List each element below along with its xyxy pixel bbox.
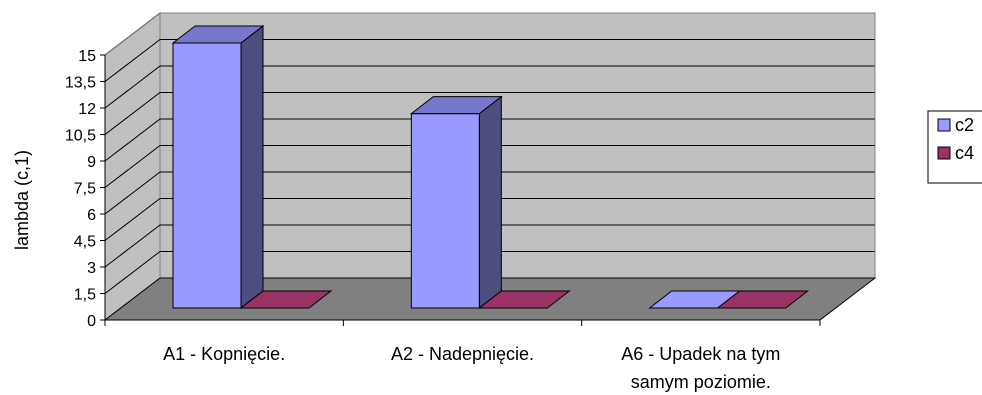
legend-swatch-c4 [937, 146, 951, 160]
bars [171, 24, 810, 310]
y-tick-label: 15 [78, 48, 96, 65]
gridline [104, 39, 875, 82]
y-tick-label: 7,5 [74, 181, 96, 198]
y-tick-label: 3 [87, 260, 96, 277]
gridline [104, 251, 875, 294]
bar-c4-3 [716, 290, 810, 309]
y-tick-label: 13,5 [65, 75, 96, 92]
bar-c4-1 [239, 290, 333, 309]
y-tick-label: 0 [87, 313, 96, 330]
gridlines [104, 12, 876, 294]
bar-c2-1 [171, 24, 265, 310]
gridline [104, 92, 875, 135]
gridline [104, 171, 875, 215]
gridline [104, 118, 875, 162]
y-tick-label: 9 [87, 154, 96, 171]
y-tick-label: 10,5 [65, 128, 96, 145]
y-tick-label: 1,5 [74, 287, 96, 304]
y-tick-labels: 0 1,5 3 4,5 6 7,5 9 10,5 12 13,5 15 [65, 48, 105, 330]
y-tick-label: 4,5 [74, 234, 96, 251]
gridline [104, 198, 875, 241]
x-category-label: A1 - Kopnięcie. [163, 344, 285, 364]
y-tick-label: 12 [78, 101, 96, 118]
y-axis-title: lambda (c,1) [12, 150, 32, 250]
bar-c2-2 [409, 95, 503, 310]
bar-c4-2 [477, 290, 571, 309]
legend-label-c4: c4 [955, 143, 974, 163]
x-category-labels: A1 - Kopnięcie. A2 - Nadepnięcie. A6 - Upa… [104, 320, 821, 392]
legend-box [927, 110, 982, 184]
legend-label-c2: c2 [955, 115, 974, 135]
legend-swatch-c2 [937, 118, 951, 132]
y-tick-label: 6 [87, 207, 96, 224]
x-category-label: A6 - Upadek na tym [621, 344, 780, 364]
gridline [104, 145, 875, 188]
x-category-label: A2 - Nadepnięcie. [391, 344, 534, 364]
gridline [104, 65, 875, 109]
x-category-label: samym poziomie. [631, 372, 771, 392]
gridline [104, 224, 875, 268]
